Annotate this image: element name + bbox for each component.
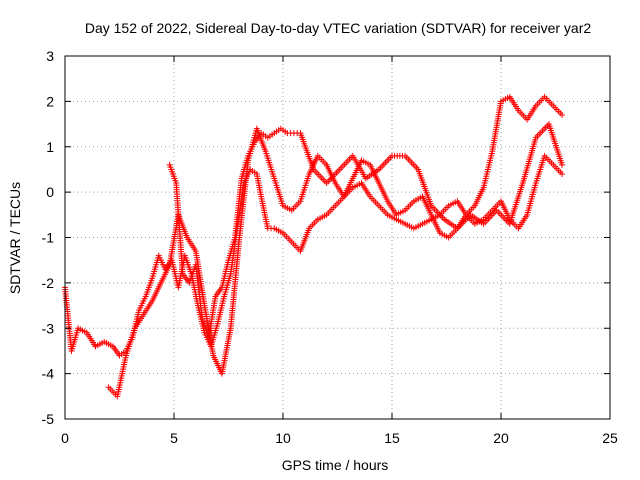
data-point-marker: [559, 161, 566, 168]
series-track-c: [166, 121, 566, 341]
series-track-b: [105, 93, 566, 400]
y-tick-labels: -5 -4 -3 -2 -1 0 1 2 3: [42, 48, 55, 427]
x-tick-label: 25: [602, 430, 618, 446]
y-tick-label: -5: [42, 411, 55, 427]
x-tick-label: 10: [275, 430, 291, 446]
series-track-a: [62, 152, 566, 359]
x-axis-label: GPS time / hours: [282, 457, 389, 473]
y-tick-label: -2: [42, 275, 55, 291]
y-tick-label: -1: [42, 230, 55, 246]
y-tick-label: 1: [46, 139, 54, 155]
x-tick-label: 5: [170, 430, 178, 446]
grid-lines: [65, 56, 610, 419]
y-tick-label: 3: [46, 48, 54, 64]
y-tick-label: -4: [42, 366, 55, 382]
axis-ticks: [64, 55, 611, 420]
y-axis-label: SDTVAR / TECUs: [7, 182, 23, 294]
x-tick-label: 20: [493, 430, 509, 446]
chart-title: Day 152 of 2022, Sidereal Day-to-day VTE…: [85, 20, 591, 36]
data-point-marker: [559, 111, 566, 118]
data-point-marker: [559, 170, 566, 177]
x-tick-label: 0: [61, 430, 69, 446]
y-tick-label: -3: [42, 320, 55, 336]
x-tick-label: 15: [384, 430, 400, 446]
x-tick-labels: 0 5 10 15 20 25: [61, 430, 618, 446]
y-tick-label: 2: [46, 93, 54, 109]
y-tick-label: 0: [46, 184, 54, 200]
data-points: [62, 93, 566, 400]
